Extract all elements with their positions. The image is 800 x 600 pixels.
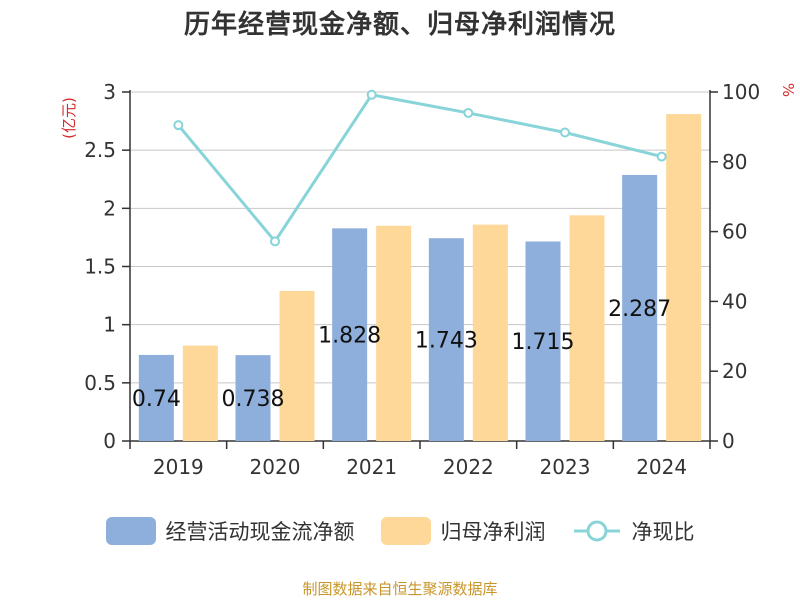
ratio-point [366, 89, 377, 100]
left-tick-label: 2 [103, 196, 116, 220]
legend-swatch-ratio [573, 520, 620, 542]
left-tick-label: 3 [103, 80, 116, 104]
ratio-point [656, 151, 667, 162]
x-tick-label: 2021 [346, 455, 397, 479]
legend-item-cashflow[interactable]: 经营活动现金流净额 [105, 516, 355, 546]
bar-profit [666, 114, 702, 441]
ratio-point [173, 120, 184, 131]
legend: 经营活动现金流净额 归母净利润 净现比 [0, 516, 800, 546]
chart-title: 历年经营现金净额、归母净利润情况 [183, 10, 616, 40]
bar-cashflow [332, 228, 368, 441]
bar-cashflow [428, 238, 464, 441]
data-label-cashflow: 1.715 [512, 330, 575, 355]
data-label-cashflow: 2.287 [608, 297, 671, 322]
bar-cashflow [235, 355, 271, 441]
bar-profit [472, 224, 508, 441]
left-tick-label: 0.5 [84, 371, 116, 395]
left-tick-label: 1 [103, 313, 116, 337]
bar-profit [279, 290, 315, 441]
bar-profit [569, 215, 605, 441]
bar-profit [376, 225, 412, 441]
x-tick-label: 2019 [153, 455, 204, 479]
legend-label-cashflow: 经营活动现金流净额 [165, 520, 355, 544]
bar-cashflow [622, 174, 658, 441]
left-tick-label: 2.5 [84, 138, 116, 162]
ratio-line [177, 93, 663, 244]
ratio-point [270, 236, 280, 247]
legend-label-ratio: 净现比 [631, 520, 695, 544]
left-tick-label: 1.5 [84, 255, 116, 279]
data-label-cashflow: 1.743 [415, 329, 478, 354]
legend-item-profit[interactable]: 归母净利润 [380, 516, 546, 546]
x-tick-label: 2020 [250, 455, 301, 479]
right-tick-label: 20 [722, 359, 747, 383]
bar-profit [182, 345, 218, 441]
bar-cashflow [138, 354, 174, 441]
right-tick-label: 0 [722, 429, 735, 453]
right-tick-label: 60 [722, 220, 747, 244]
bar-cashflow [525, 241, 561, 441]
data-label-cashflow: 0.738 [222, 387, 285, 412]
x-tick-label: 2022 [443, 455, 494, 479]
legend-swatch-cashflow [105, 517, 156, 545]
right-tick-label: 80 [722, 150, 747, 174]
left-tick-label: 0 [103, 429, 116, 453]
data-label-cashflow: 1.828 [318, 324, 381, 349]
left-axis-unit: (亿元) [60, 97, 78, 139]
source-note: 制图数据来自恒生聚源数据库 [302, 580, 498, 598]
ratio-point [560, 127, 570, 138]
right-axis-unit: % [779, 83, 797, 97]
ratio-point [463, 107, 474, 118]
x-tick-label: 2023 [540, 455, 591, 479]
legend-label-profit: 归母净利润 [440, 520, 546, 544]
right-tick-label: 40 [722, 289, 747, 313]
right-tick-label: 100 [722, 80, 760, 104]
legend-swatch-profit [380, 517, 431, 545]
legend-item-ratio[interactable]: 净现比 [572, 516, 695, 546]
x-tick-label: 2024 [636, 455, 687, 479]
data-label-cashflow: 0.74 [132, 387, 181, 412]
